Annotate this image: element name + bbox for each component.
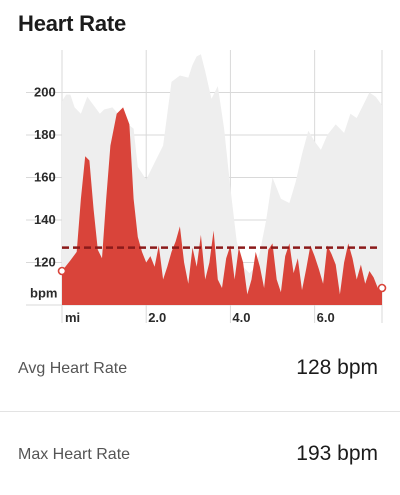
avg-heart-rate-row: Avg Heart Rate 128 bpm — [0, 350, 400, 394]
avg-heart-rate-label: Avg Heart Rate — [18, 360, 128, 377]
x-tick-label: 6.0 — [317, 310, 335, 325]
y-axis-unit-label: bpm — [30, 285, 57, 300]
y-tick-label: 200 — [34, 85, 56, 100]
start-point-marker — [57, 266, 67, 276]
avg-heart-rate-value: 128 bpm — [296, 356, 378, 379]
max-heart-rate-value: 193 bpm — [296, 442, 378, 465]
background-area-series — [62, 54, 382, 305]
max-heart-rate-label: Max Heart Rate — [18, 446, 131, 463]
heart-rate-chart: 120 140 160 180 200 2.0 4.0 6.0 bpm mi — [0, 48, 400, 338]
chart-endpoint-markers — [57, 266, 387, 293]
y-tick-label: 160 — [34, 170, 56, 185]
max-heart-rate-row: Max Heart Rate 193 bpm — [0, 436, 400, 480]
y-tick-label: 180 — [34, 127, 56, 142]
end-point-marker — [377, 283, 387, 293]
x-tick-label: 2.0 — [148, 310, 166, 325]
page-title: Heart Rate — [18, 11, 127, 36]
y-tick-label: 140 — [34, 212, 56, 227]
x-tick-label: 4.0 — [232, 310, 250, 325]
x-axis-unit-label: mi — [65, 310, 80, 325]
stats-divider — [0, 411, 400, 412]
y-tick-label: 120 — [34, 255, 56, 270]
heart-rate-area-series — [62, 107, 382, 306]
